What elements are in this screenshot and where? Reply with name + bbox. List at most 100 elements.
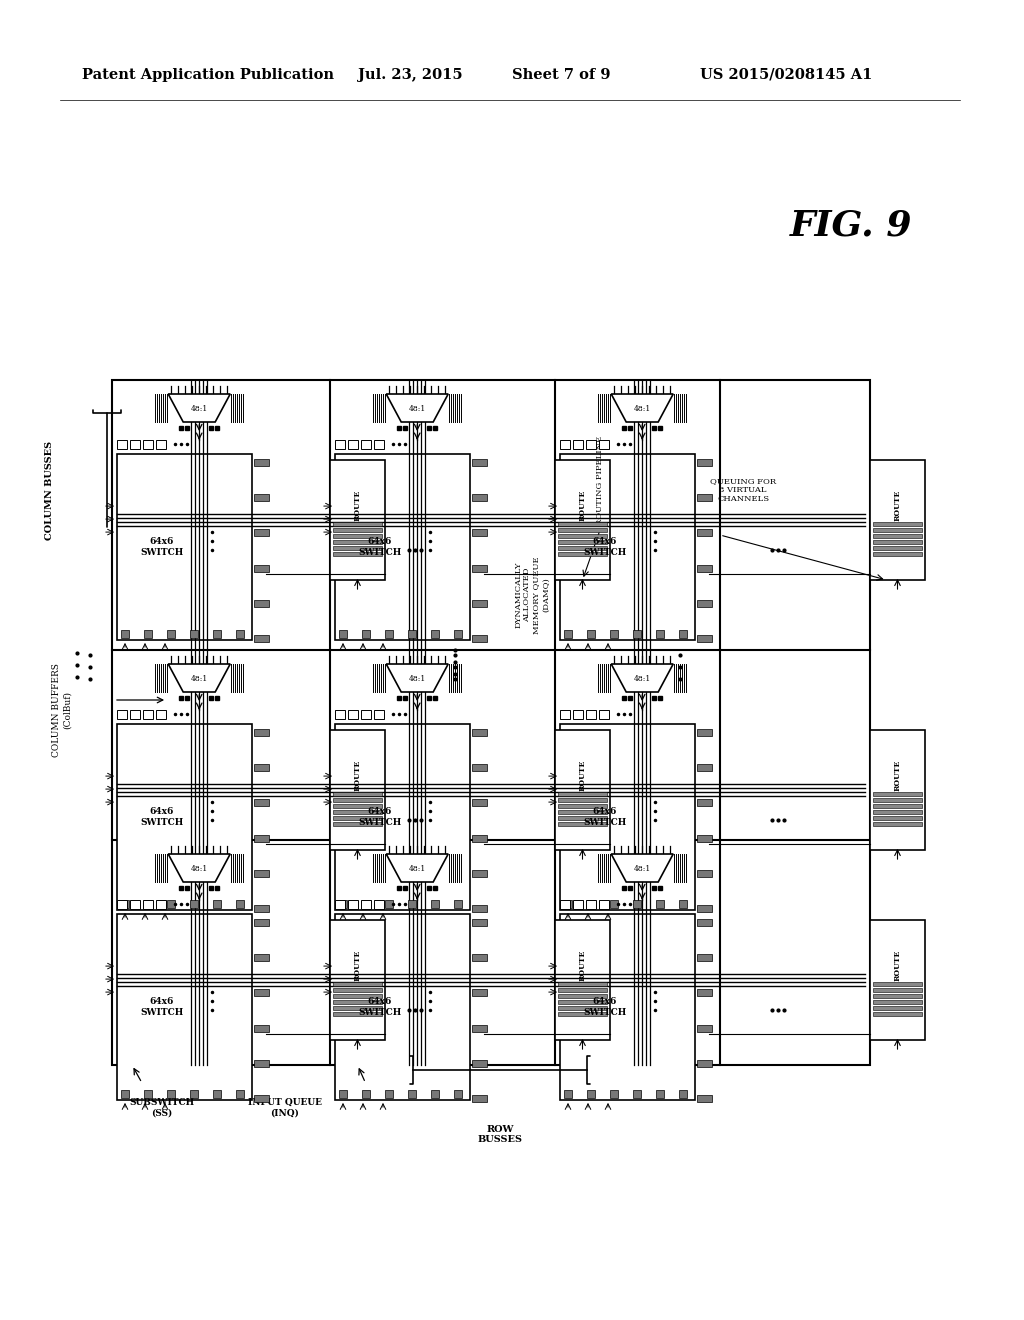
Bar bbox=[254, 565, 269, 572]
Bar bbox=[254, 1060, 269, 1067]
Bar bbox=[586, 440, 596, 449]
Text: 64x6
SWITCH: 64x6 SWITCH bbox=[140, 998, 183, 1016]
Bar bbox=[873, 804, 922, 808]
Text: Sheet 7 of 9: Sheet 7 of 9 bbox=[512, 69, 610, 82]
Text: 64x6
SWITCH: 64x6 SWITCH bbox=[583, 537, 627, 557]
Text: 48:1: 48:1 bbox=[190, 675, 208, 682]
Bar bbox=[333, 799, 382, 803]
Bar bbox=[558, 1006, 607, 1010]
Bar bbox=[697, 529, 712, 536]
Text: ROUTE: ROUTE bbox=[894, 490, 901, 521]
Bar bbox=[117, 900, 127, 909]
Text: ROW
BUSSES: ROW BUSSES bbox=[477, 1125, 522, 1144]
Bar bbox=[558, 982, 607, 986]
Bar bbox=[870, 730, 925, 850]
Text: 48:1: 48:1 bbox=[634, 675, 651, 682]
Bar bbox=[697, 1060, 712, 1067]
Text: 48:1: 48:1 bbox=[190, 404, 208, 413]
Bar bbox=[130, 710, 140, 719]
Bar bbox=[555, 730, 610, 850]
Bar bbox=[697, 906, 712, 912]
Bar bbox=[873, 816, 922, 821]
Bar bbox=[558, 816, 607, 821]
Bar bbox=[587, 630, 595, 638]
Bar bbox=[333, 535, 382, 539]
Bar bbox=[236, 900, 244, 908]
Bar bbox=[333, 994, 382, 998]
Bar bbox=[873, 1006, 922, 1010]
Bar bbox=[167, 900, 175, 908]
Bar bbox=[656, 1090, 664, 1098]
Bar bbox=[873, 982, 922, 986]
Polygon shape bbox=[168, 664, 230, 692]
Bar bbox=[564, 630, 572, 638]
Bar bbox=[374, 710, 384, 719]
Bar bbox=[870, 459, 925, 579]
Bar bbox=[156, 900, 166, 909]
Bar bbox=[697, 990, 712, 997]
Polygon shape bbox=[611, 664, 673, 692]
Bar bbox=[555, 920, 610, 1040]
Bar bbox=[558, 804, 607, 808]
Text: ROUTE: ROUTE bbox=[579, 950, 587, 981]
Bar bbox=[472, 494, 487, 502]
Bar bbox=[873, 535, 922, 539]
Bar bbox=[236, 630, 244, 638]
Bar bbox=[679, 900, 687, 908]
Bar bbox=[873, 994, 922, 998]
Bar bbox=[873, 528, 922, 532]
Bar bbox=[335, 913, 470, 1100]
Bar bbox=[599, 900, 609, 909]
Bar bbox=[213, 1090, 221, 1098]
Bar bbox=[472, 635, 487, 642]
Bar bbox=[333, 982, 382, 986]
Bar bbox=[558, 552, 607, 557]
Bar bbox=[333, 816, 382, 821]
Bar bbox=[189, 900, 198, 908]
Bar bbox=[335, 723, 470, 909]
Bar bbox=[873, 822, 922, 826]
Text: Patent Application Publication: Patent Application Publication bbox=[82, 69, 334, 82]
Bar bbox=[697, 1096, 712, 1102]
Bar bbox=[361, 630, 370, 638]
Bar bbox=[472, 729, 487, 737]
Polygon shape bbox=[386, 854, 449, 882]
Bar bbox=[454, 630, 462, 638]
Bar bbox=[333, 552, 382, 557]
Text: 48:1: 48:1 bbox=[190, 865, 208, 873]
Text: ROUTE: ROUTE bbox=[353, 760, 361, 791]
Bar bbox=[586, 710, 596, 719]
Bar bbox=[408, 1090, 416, 1098]
Bar bbox=[555, 459, 610, 579]
Bar bbox=[697, 764, 712, 771]
Text: 48:1: 48:1 bbox=[409, 865, 426, 873]
Bar bbox=[189, 630, 198, 638]
Bar bbox=[558, 989, 607, 993]
Bar bbox=[697, 800, 712, 807]
Bar bbox=[117, 913, 252, 1100]
Bar bbox=[130, 900, 140, 909]
Polygon shape bbox=[386, 393, 449, 422]
Bar bbox=[656, 630, 664, 638]
Bar bbox=[873, 523, 922, 527]
Text: 48:1: 48:1 bbox=[409, 675, 426, 682]
Text: INPUT QUEUE
(INQ): INPUT QUEUE (INQ) bbox=[248, 1098, 322, 1118]
Bar bbox=[560, 440, 570, 449]
Bar bbox=[472, 565, 487, 572]
Text: QUEUING FOR
8 VIRTUAL
CHANNELS: QUEUING FOR 8 VIRTUAL CHANNELS bbox=[710, 477, 776, 503]
Bar bbox=[254, 1096, 269, 1102]
Bar bbox=[697, 635, 712, 642]
Text: 64x6
SWITCH: 64x6 SWITCH bbox=[583, 808, 627, 826]
Text: 64x6
SWITCH: 64x6 SWITCH bbox=[140, 537, 183, 557]
Bar bbox=[144, 1090, 152, 1098]
Bar bbox=[558, 792, 607, 796]
Bar bbox=[472, 459, 487, 466]
Bar bbox=[385, 630, 393, 638]
Bar bbox=[697, 494, 712, 502]
Bar bbox=[254, 529, 269, 536]
Text: 48:1: 48:1 bbox=[409, 404, 426, 413]
Bar bbox=[156, 440, 166, 449]
Bar bbox=[361, 900, 371, 909]
Bar bbox=[558, 1001, 607, 1005]
Bar bbox=[348, 900, 358, 909]
